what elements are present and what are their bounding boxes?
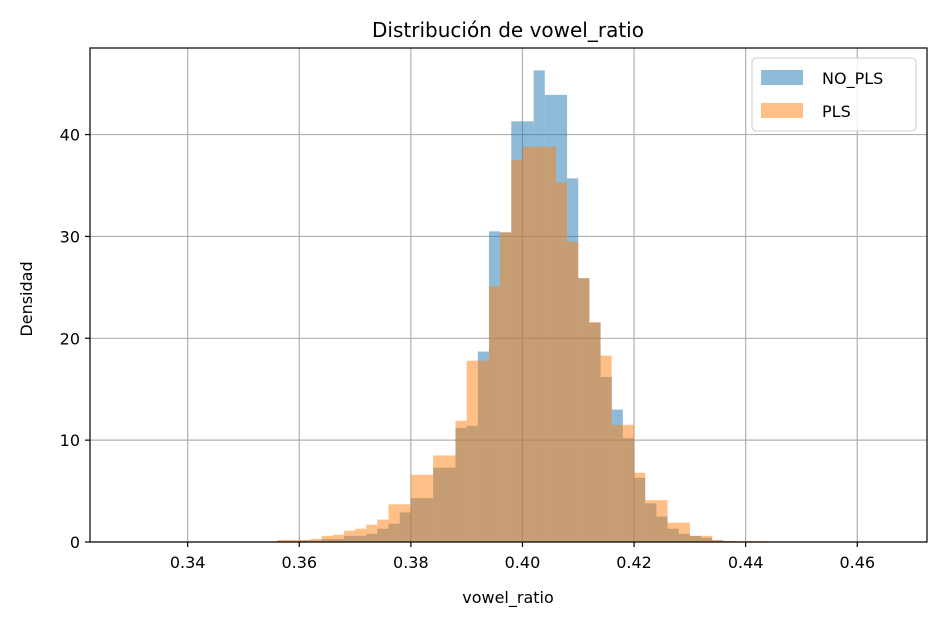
- y-axis-ticks: 0 10 20 30 40: [60, 126, 90, 552]
- x-tick-label: 0.46: [839, 553, 875, 572]
- histogram-bar: [455, 420, 467, 542]
- histogram-bar: [511, 160, 523, 542]
- histogram-bar: [276, 539, 300, 542]
- histogram-bars: [131, 70, 768, 543]
- histogram-bar: [544, 146, 556, 543]
- histogram-bar: [422, 474, 434, 542]
- histogram-bar: [466, 360, 478, 542]
- chart-title: Distribución de vowel_ratio: [372, 18, 644, 42]
- histogram-bar: [634, 472, 646, 542]
- histogram-bar: [321, 535, 333, 542]
- histogram-bar: [578, 278, 590, 542]
- histogram-bar: [355, 528, 367, 542]
- histogram-bar: [433, 455, 445, 542]
- y-tick-label: 10: [60, 431, 80, 450]
- histogram-bar: [299, 539, 311, 542]
- x-tick-label: 0.44: [728, 553, 764, 572]
- histogram-bar: [712, 539, 724, 542]
- histogram-bar: [343, 530, 356, 542]
- y-tick-label: 30: [60, 227, 80, 246]
- histogram-bar: [332, 534, 344, 542]
- y-tick-label: 0: [70, 533, 80, 552]
- x-tick-label: 0.36: [281, 553, 317, 572]
- histogram-bar: [567, 241, 579, 543]
- x-tick-label: 0.38: [393, 553, 429, 572]
- legend-swatch: [761, 103, 803, 118]
- histogram-bar: [701, 535, 713, 542]
- series-pls-bars: [276, 146, 768, 543]
- histogram-bar: [444, 455, 456, 542]
- legend-label: NO_PLS: [822, 69, 883, 89]
- histogram-bar: [310, 538, 322, 542]
- histogram-bar: [589, 321, 601, 542]
- histogram-bar: [377, 519, 389, 542]
- histogram-bar: [366, 524, 378, 542]
- histogram-bar: [522, 146, 534, 543]
- histogram-bar: [689, 535, 702, 542]
- histogram-bar: [555, 182, 568, 543]
- histogram-bar: [622, 424, 635, 542]
- histogram-bar: [500, 232, 512, 542]
- legend-label: PLS: [822, 102, 851, 121]
- x-tick-label: 0.40: [505, 553, 541, 572]
- histogram-bar: [656, 500, 668, 542]
- histogram-bar: [611, 424, 623, 542]
- legend-swatch: [761, 70, 803, 85]
- histogram-bar: [667, 522, 679, 542]
- y-tick-label: 20: [60, 329, 80, 348]
- histogram-bar: [645, 500, 657, 542]
- x-tick-label: 0.42: [616, 553, 652, 572]
- x-axis-title: vowel_ratio: [462, 588, 554, 608]
- plot-area-frame: [89, 47, 928, 543]
- histogram-bar: [600, 355, 612, 542]
- legend: NO_PLS PLS: [751, 57, 917, 132]
- histogram-bar: [410, 474, 423, 542]
- histogram-bar: [388, 504, 400, 542]
- y-axis-title: Densidad: [17, 261, 36, 336]
- histogram-bar: [488, 286, 501, 542]
- histogram-bar: [533, 146, 545, 543]
- histogram-bar: [399, 504, 411, 542]
- x-tick-label: 0.34: [170, 553, 206, 572]
- y-tick-label: 40: [60, 126, 80, 145]
- histogram-bar: [477, 360, 489, 542]
- histogram-bar: [678, 522, 690, 542]
- x-axis-ticks: 0.34 0.36 0.38 0.40 0.42 0.44 0.46: [170, 542, 875, 572]
